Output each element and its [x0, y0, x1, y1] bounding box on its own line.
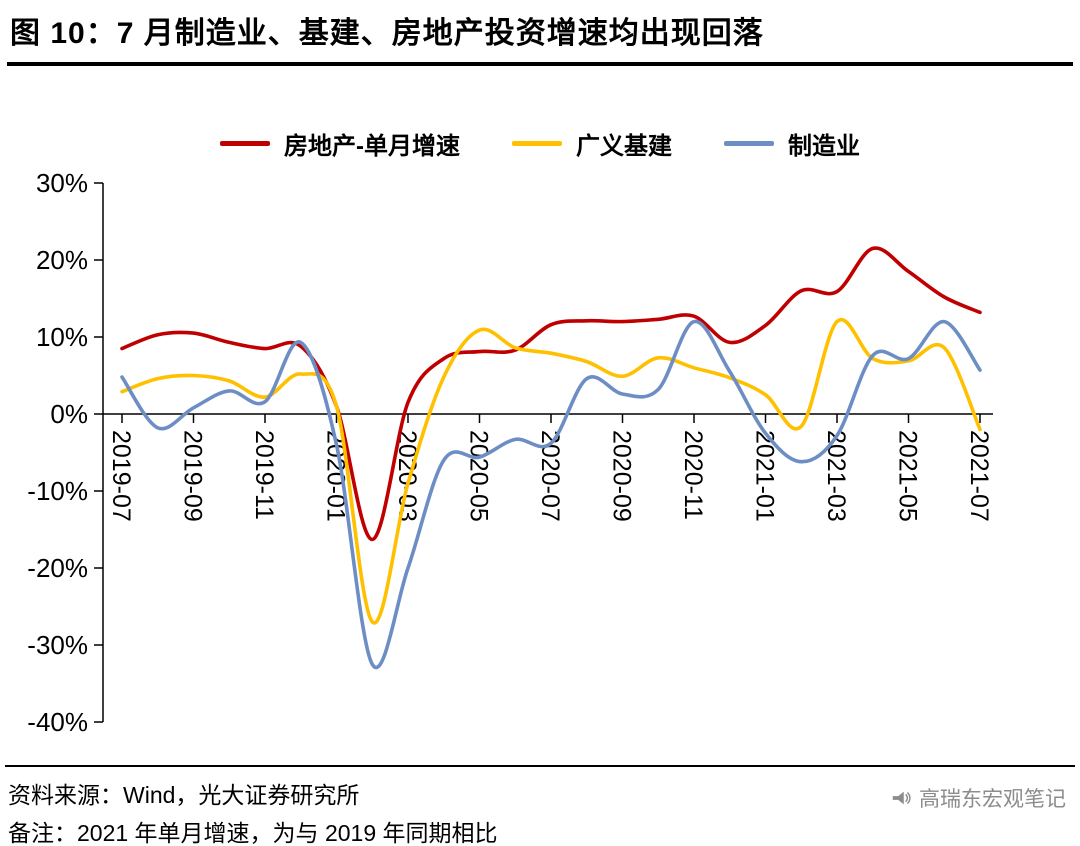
y-tick-label: 0% [50, 399, 88, 429]
y-tick-label: 10% [36, 322, 88, 352]
x-tick-label: 2020-05 [465, 430, 493, 522]
megaphone-icon [892, 791, 911, 805]
legend-label-manufacturing: 制造业 [788, 133, 860, 160]
series-line-1 [120, 317, 982, 625]
watermark: 高瑞东宏观笔记 [890, 783, 1066, 813]
y-tick-label: -40% [27, 707, 88, 737]
x-tick-label: 2019-07 [107, 430, 135, 522]
legend-label-infrastructure: 广义基建 [576, 133, 672, 160]
title-divider [7, 62, 1073, 66]
x-tick-label: 2021-05 [894, 430, 922, 522]
y-tick-label: 30% [36, 168, 88, 198]
figure-title: 图 10：7 月制造业、基建、房地产投资增速均出现回落 [10, 17, 764, 50]
series-line-2 [120, 319, 982, 670]
legend-line-yellow-icon [512, 141, 562, 146]
footer-divider [5, 765, 1075, 767]
watermark-text: 高瑞东宏观笔记 [919, 788, 1066, 811]
legend-item-infrastructure: 广义基建 [512, 126, 672, 161]
x-tick-label: 2019-09 [179, 430, 207, 522]
x-tick-label: 2020-09 [608, 430, 636, 522]
legend-line-blue-icon [724, 141, 774, 146]
legend-item-manufacturing: 制造业 [724, 126, 860, 161]
x-tick-label: 2021-03 [822, 430, 850, 522]
y-tick-label: -30% [27, 630, 88, 660]
legend-label-real-estate: 房地产-单月增速 [284, 133, 460, 160]
legend-line-red-icon [220, 141, 270, 146]
legend-item-real-estate: 房地产-单月增速 [220, 126, 460, 161]
y-tick-label: -10% [27, 476, 88, 506]
x-tick-label: 2021-07 [965, 430, 993, 522]
y-tick-label: 20% [36, 245, 88, 275]
series-line-0 [120, 246, 982, 542]
x-tick-label: 2020-11 [679, 430, 707, 520]
x-tick-label: 2019-11 [250, 430, 278, 520]
note-text: 备注：2021 年单月增速，为与 2019 年同期相比 [8, 820, 498, 846]
source-text: 资料来源：Wind，光大证券研究所 [8, 782, 360, 808]
chart-legend: 房地产-单月增速 广义基建 制造业 [0, 126, 1080, 161]
y-tick-label: -20% [27, 553, 88, 583]
